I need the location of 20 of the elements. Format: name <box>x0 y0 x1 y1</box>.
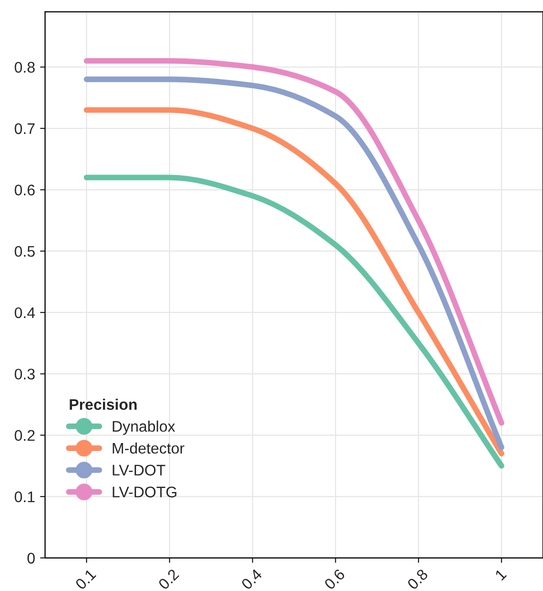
y-tick-label: 0.8 <box>14 62 35 73</box>
x-tick-label: 0.4 <box>240 568 263 590</box>
x-tick-label: 1 <box>494 568 507 581</box>
legend-label: M-detector <box>112 442 184 454</box>
legend-label: LV-DOT <box>112 464 166 476</box>
y-tick-label: 0.5 <box>14 246 35 257</box>
y-tick-label: 0.1 <box>14 491 35 502</box>
y-tick-label: 0.7 <box>14 123 35 134</box>
legend-label: Dynablox <box>112 420 176 435</box>
x-tick-label: 0.2 <box>158 568 180 590</box>
x-tick-label: 0.1 <box>74 568 96 590</box>
y-tick-label: 0.6 <box>14 184 35 196</box>
legend-title: Precision <box>70 398 137 410</box>
y-tick-label: 0 <box>27 552 35 564</box>
y-tick-label: 0.3 <box>14 368 35 380</box>
y-tick-label: 0.4 <box>14 307 35 318</box>
legend-label: LV-DOTG <box>112 486 176 498</box>
x-tick-label: 0.8 <box>406 568 428 590</box>
y-tick-label: 0.2 <box>14 430 35 441</box>
x-tick-label: 0.6 <box>324 568 346 590</box>
